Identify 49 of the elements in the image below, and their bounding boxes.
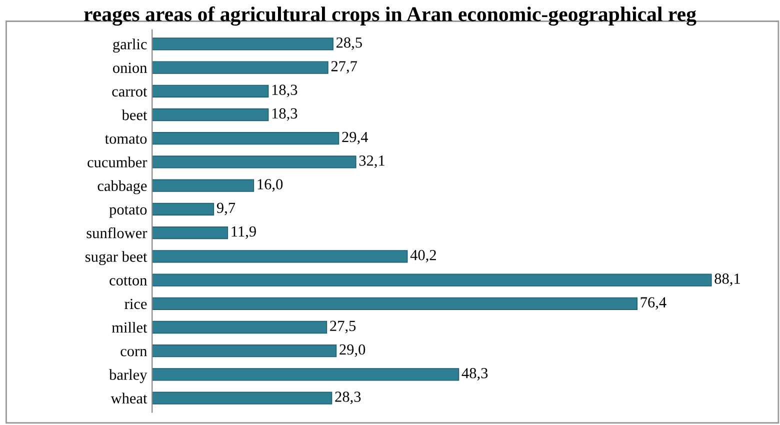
data-label: 16,0 [258,179,283,192]
data-label: 9,7 [216,202,236,216]
y-tick-label: potato [109,206,147,218]
bar [152,179,254,192]
y-tick-label: cucumber [88,156,148,168]
chart-title: reages areas of agricultural crops in Aran economic-geographical reg [84,6,696,26]
y-tick-label: cabbage [98,180,147,194]
data-label: 18,3 [272,108,298,121]
data-label: 27,7 [331,61,358,74]
bar [152,38,334,50]
data-label: 28,5 [336,37,362,50]
data-label: 29,0 [340,344,366,357]
y-tick-label: sugar beet [86,251,148,266]
y-tick-label: barley [109,369,148,384]
data-label: 27,5 [330,320,356,334]
y-tick-label: tomato [104,135,147,144]
y-tick-label: onion [113,62,148,73]
data-label: 40,2 [410,250,436,262]
y-tick-label: wheat [110,392,148,404]
bar [152,250,408,263]
bar [152,226,228,240]
y-tick-label: beet [122,109,148,120]
y-tick-label: millet [112,322,148,333]
y-tick-label: carrot [112,88,148,97]
bar [152,132,340,145]
data-label: 32,1 [359,156,384,168]
bar [152,108,269,122]
y-tick-label: garlic [113,38,147,53]
bar [152,392,332,404]
y-tick-label: sunflower [86,227,148,238]
data-label: 88,1 [714,274,740,286]
data-label: 76,4 [640,297,666,310]
bar [152,156,356,168]
bar [152,297,638,310]
bar [152,368,460,381]
data-label: 11,9 [232,226,256,239]
data-label: 29,4 [342,132,368,144]
bar [152,84,269,98]
y-tick-label: cotton [110,276,148,286]
data-label: 28,3 [335,392,361,404]
data-label: 48,3 [462,368,488,380]
y-tick-label: corn [120,348,148,356]
bar [152,202,214,216]
data-label: 18,3 [272,84,298,98]
bar [152,344,337,358]
bar [152,320,328,334]
y-tick-label: rice [124,298,147,310]
bar [152,274,712,286]
bar [152,61,328,74]
